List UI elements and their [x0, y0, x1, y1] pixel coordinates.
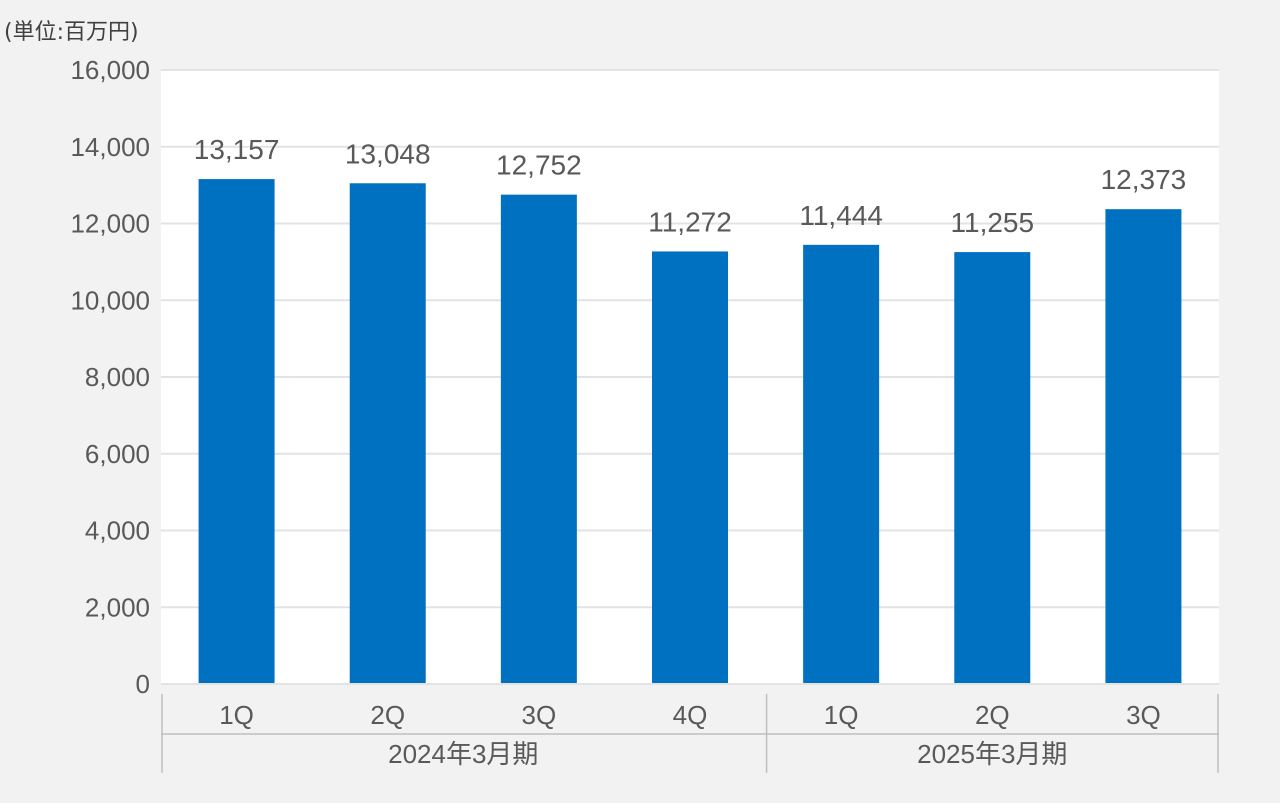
data-label: 11,272	[648, 206, 732, 237]
y-tick-label: 8,000	[85, 362, 150, 392]
y-tick-label: 4,000	[85, 516, 150, 546]
y-tick-label: 16,000	[70, 55, 150, 85]
y-tick-label: 6,000	[85, 439, 150, 469]
data-label: 11,444	[799, 200, 883, 231]
y-tick-label: 12,000	[70, 209, 150, 239]
bar	[349, 183, 426, 684]
data-labels: 13,157 13,048 12,752 11,272 11,444 11,255 12,3…	[194, 134, 1186, 238]
x-tick-label: 3Q	[1126, 700, 1161, 730]
x-group-label: 2024年3月期	[388, 739, 538, 769]
y-tick-label: 0	[136, 669, 150, 699]
data-label: 12,373	[1101, 164, 1187, 195]
data-label: 12,752	[496, 150, 582, 181]
x-axis: 1Q 2Q 3Q 4Q 1Q 2Q 3Q 2024年3月期 2025年3月期	[161, 683, 1219, 773]
y-axis-ticks: 0 2,000 4,000 6,000 8,000 10,000 12,000 14,000 1…	[70, 55, 150, 699]
y-tick-label: 2,000	[85, 592, 150, 622]
x-tick-label: 1Q	[219, 700, 254, 730]
x-tick-label: 2Q	[370, 700, 405, 730]
bar	[500, 194, 577, 684]
bar	[803, 244, 880, 685]
bars	[198, 179, 1182, 685]
bar	[198, 179, 275, 684]
bar	[1105, 209, 1182, 684]
bar	[652, 251, 728, 684]
data-label: 13,048	[345, 138, 431, 169]
x-group-label: 2025年3月期	[917, 739, 1067, 769]
bar	[954, 252, 1031, 685]
x-tick-label: 1Q	[824, 700, 859, 730]
y-tick-label: 14,000	[70, 132, 150, 162]
x-tick-label: 2Q	[975, 700, 1010, 730]
data-label: 13,157	[194, 134, 280, 165]
x-tick-label: 3Q	[522, 700, 557, 730]
unit-label: (単位:百万円)	[4, 20, 139, 45]
y-tick-label: 10,000	[70, 285, 150, 315]
data-label: 11,255	[951, 207, 1035, 238]
x-tick-label: 4Q	[673, 700, 708, 730]
